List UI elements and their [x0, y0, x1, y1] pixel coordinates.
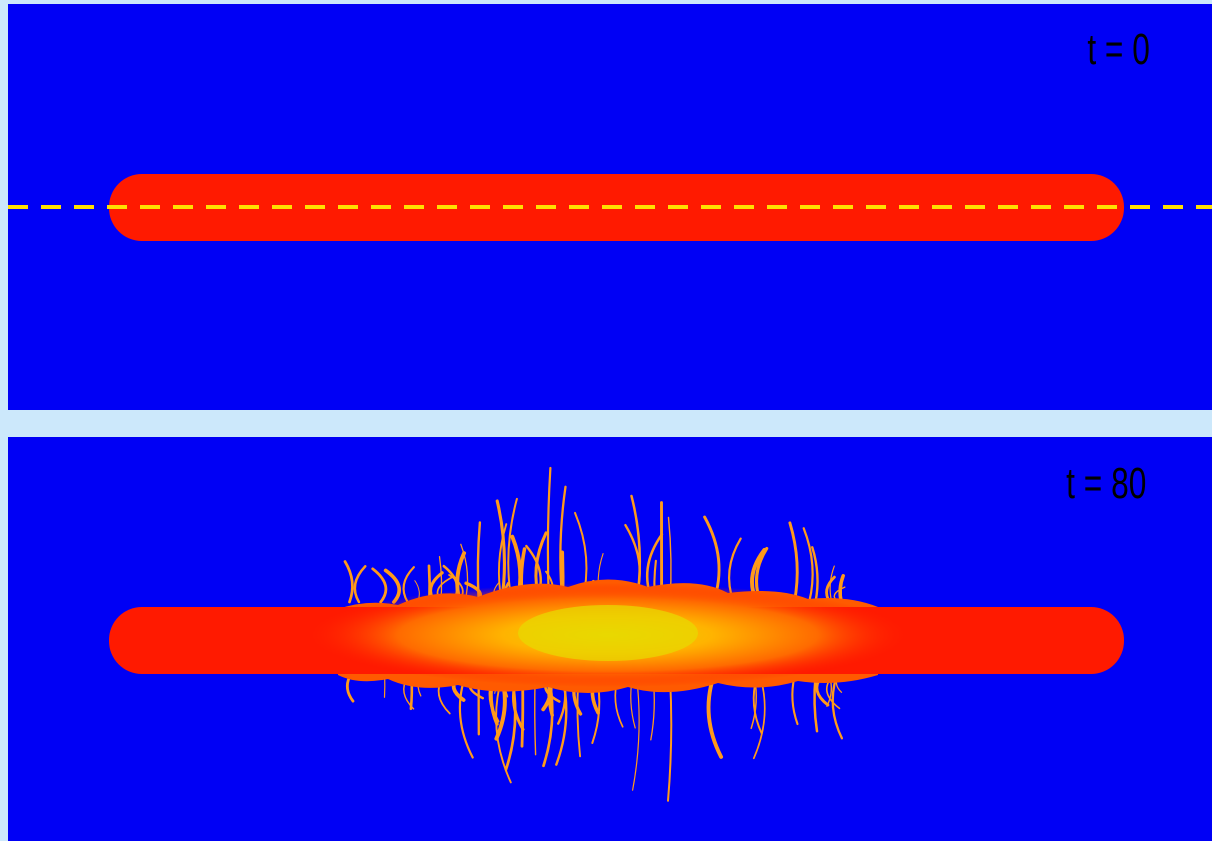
filament: [371, 567, 388, 604]
filament: [353, 565, 367, 604]
panel-t0: t = 0: [8, 4, 1212, 410]
jet-core-center: [518, 605, 698, 661]
time-label-t80: t = 80: [1065, 459, 1146, 508]
time-label-t0: t = 0: [1087, 25, 1150, 74]
filament: [343, 560, 354, 604]
filament: [345, 675, 355, 703]
panel-t0-graphic: [8, 4, 1212, 410]
filament: [802, 527, 814, 604]
panel-t80: t = 80: [8, 437, 1212, 841]
filament: [811, 546, 819, 604]
panel-t80-graphic: [8, 437, 1212, 841]
